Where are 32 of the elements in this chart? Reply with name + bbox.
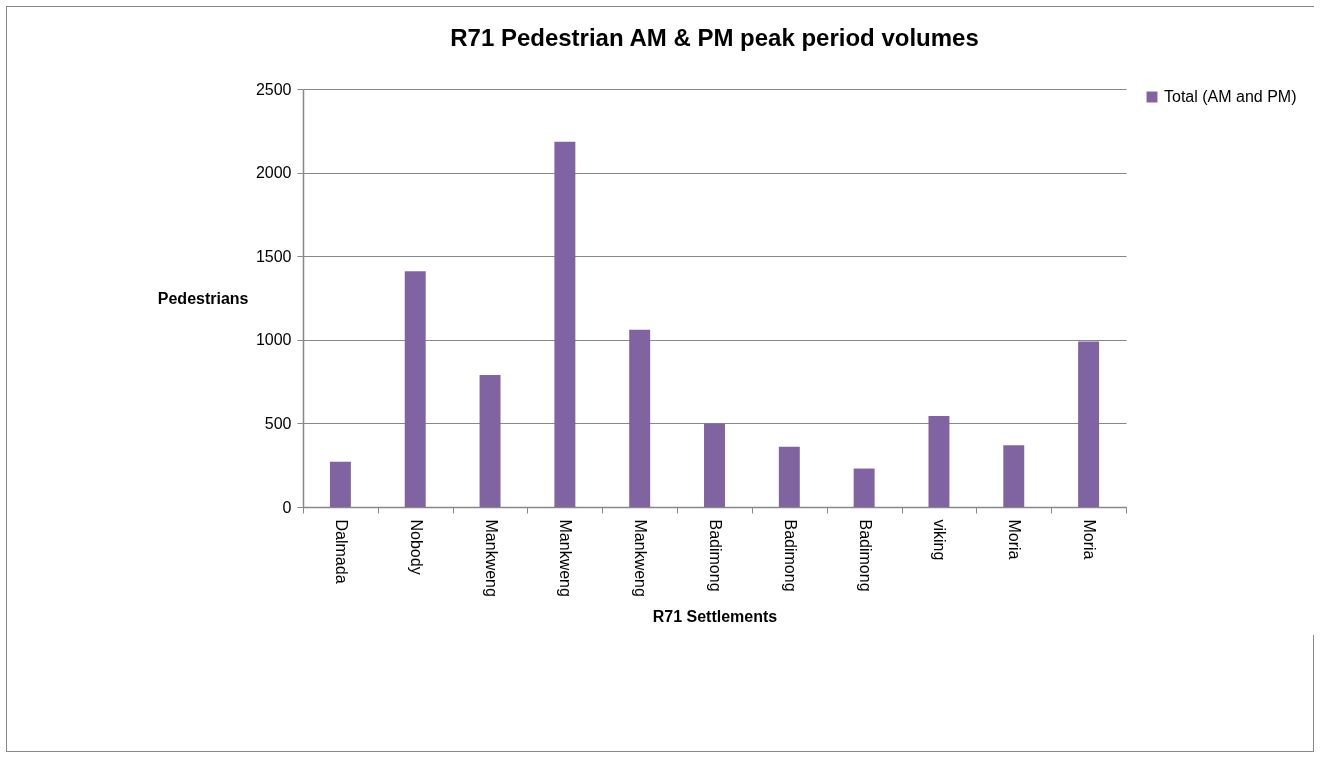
x-tick-label: Dalmada [332, 519, 350, 584]
x-tick-label: viking [931, 519, 949, 561]
bar [629, 329, 651, 507]
bar [404, 271, 426, 507]
x-tick-label: Moria [1081, 519, 1099, 560]
y-tick-label: 500 [264, 414, 292, 432]
x-tick-label: Nobody [407, 519, 425, 575]
x-axis-title: R71 Settlements [652, 607, 778, 625]
chart-title: R71 Pedestrian AM & PM peak period volumes [450, 24, 979, 51]
bar [329, 461, 351, 507]
x-tick-label: Mankweng [482, 519, 500, 597]
x-tick-label: Mankweng [632, 519, 650, 597]
y-tick-label: 0 [282, 498, 292, 516]
bar [928, 415, 950, 507]
x-tick-label: Moria [1006, 519, 1024, 560]
bar [1003, 445, 1025, 507]
legend-label: Total (AM and PM) [1164, 88, 1297, 105]
bar [479, 374, 501, 507]
y-axis-title: Pedestrians [157, 289, 249, 307]
x-tick-label: Badimong [856, 519, 874, 592]
bar [853, 468, 875, 507]
y-tick-label: 2500 [255, 80, 292, 98]
x-tick-label: Mankweng [557, 519, 575, 597]
bar [554, 141, 576, 507]
y-tick-label: 1000 [255, 331, 292, 349]
bar [778, 446, 800, 507]
bar [704, 423, 725, 507]
bar [1078, 341, 1100, 507]
x-tick-label: Badimong [707, 519, 724, 592]
y-tick-label: 1500 [255, 247, 292, 265]
x-tick-label: Badimong [781, 519, 799, 592]
y-tick-label: 2000 [255, 164, 292, 182]
